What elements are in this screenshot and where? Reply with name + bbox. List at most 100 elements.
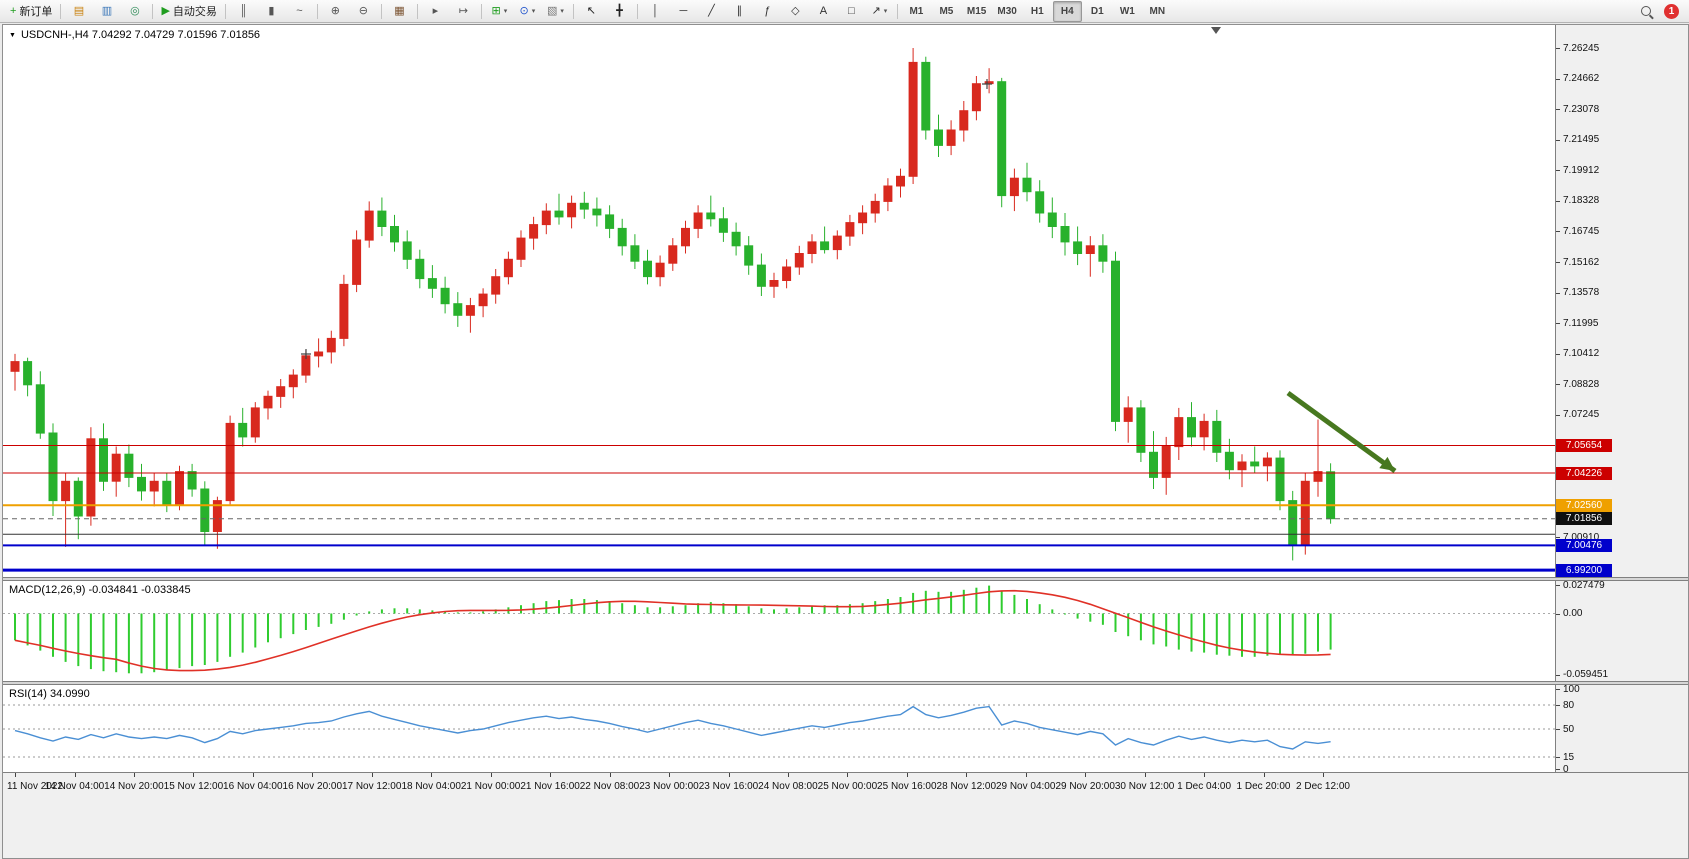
market-watch-button[interactable]: ▤ — [65, 1, 92, 22]
time-tick — [133, 773, 135, 777]
time-label: 29 Nov 04:00 — [995, 781, 1056, 792]
new-order-button-label: 新订单 — [19, 6, 53, 18]
horizontal-line-icon: ─ — [679, 4, 688, 17]
arrows-button[interactable]: ↗ ▾ — [866, 1, 893, 22]
timeframe-h4-button[interactable]: H4 — [1052, 0, 1082, 22]
navigator-button[interactable]: ◎ — [121, 1, 148, 22]
scale-tick — [1556, 537, 1560, 538]
data-window-icon: ▥ — [101, 4, 113, 17]
templates-button[interactable]: ▧ ▾ — [542, 1, 569, 22]
candlestick-chart-button[interactable]: ▮ — [258, 1, 285, 22]
market-watch-icon: ▤ — [73, 4, 85, 17]
zoom-out-icon: ⊖ — [358, 4, 369, 17]
scale-tick — [1556, 262, 1560, 263]
chart-shift-button[interactable]: ↦ — [450, 1, 477, 22]
scale-tick — [1556, 170, 1560, 172]
macd-chart[interactable] — [3, 581, 1555, 681]
panel-separator-rsi[interactable] — [3, 681, 1688, 685]
panel-separator-macd[interactable] — [3, 577, 1688, 581]
dropdown-caret-icon: ▾ — [531, 8, 536, 15]
scale-tick — [1556, 48, 1560, 50]
rsi-chart[interactable] — [3, 685, 1555, 772]
time-tick — [669, 773, 670, 777]
scale-tick — [1556, 729, 1560, 730]
rsi-panel[interactable]: RSI(14) 34.0990 — [3, 685, 1555, 772]
time-tick — [252, 773, 254, 777]
tile-windows-button[interactable]: ▦ — [386, 1, 413, 22]
vertical-line-button[interactable]: │ — [642, 1, 669, 22]
trendline-button[interactable]: ╱ — [698, 1, 725, 22]
scale-tick — [1556, 353, 1560, 355]
new-chart-button[interactable]: ⊞ ▾ — [486, 1, 513, 22]
zoom-out-button[interactable]: ⊖ — [350, 1, 377, 22]
chart-title: ▼ USDCNH-,H4 7.04292 7.04729 7.01596 7.0… — [9, 29, 260, 41]
price-scale-label: 7.16745 — [1563, 225, 1600, 237]
profiles-button[interactable]: ⊙ ▾ — [514, 1, 541, 22]
macd-scale-label: 0.00 — [1563, 608, 1583, 619]
scale-tick — [1556, 705, 1560, 706]
trendline-icon: ╱ — [708, 4, 715, 17]
line-chart-button[interactable]: ~ — [286, 1, 313, 22]
toolbar-separator — [316, 3, 318, 19]
collapse-icon[interactable]: ▼ — [9, 31, 16, 39]
time-tick — [550, 773, 552, 777]
candlestick-chart[interactable] — [3, 25, 1555, 577]
rsi-scale-label: 15 — [1563, 751, 1575, 763]
auto-scroll-icon: ▸ — [432, 4, 439, 17]
arrows-icon: ↗ — [871, 4, 881, 17]
time-tick — [1144, 773, 1146, 777]
horizontal-line-button[interactable]: ─ — [670, 1, 697, 22]
tile-windows-icon: ▦ — [394, 4, 405, 17]
price-scale-label: 7.00910 — [1563, 531, 1600, 543]
shapes-button[interactable]: ◇ — [782, 1, 809, 22]
autotrading-button[interactable]: ▶ 自动交易 — [157, 1, 220, 22]
toolbar-separator — [152, 3, 154, 19]
time-label: 16 Nov 04:00 — [223, 781, 283, 792]
time-label: 14 Nov 20:00 — [104, 781, 164, 792]
text-button[interactable]: A — [810, 1, 837, 22]
cursor-button[interactable]: ↖ — [578, 1, 605, 22]
timeframe-m30-button[interactable]: M30 — [997, 5, 1017, 17]
time-label: 29 Nov 20:00 — [1055, 781, 1115, 792]
timeframe-w1-button[interactable]: W1 — [1119, 5, 1135, 17]
time-tick — [371, 773, 373, 777]
timeframe-h1-button[interactable]: H1 — [1030, 5, 1044, 17]
zoom-in-button[interactable]: ⊕ — [322, 1, 349, 22]
time-tick — [1263, 773, 1265, 777]
time-tick — [728, 773, 730, 777]
notification-badge[interactable]: 1 — [1664, 3, 1679, 19]
time-label: 25 Nov 00:00 — [817, 781, 878, 792]
price-chart-panel[interactable]: ▼ USDCNH-,H4 7.04292 7.04729 7.01596 7.0… — [3, 25, 1555, 577]
bar-chart-button[interactable]: ║ — [230, 1, 257, 22]
timeframe-d1-button[interactable]: D1 — [1090, 5, 1104, 17]
auto-scroll-button[interactable]: ▸ — [422, 1, 449, 22]
search-icon — [1640, 6, 1651, 16]
price-scale-label: 7.15162 — [1563, 256, 1600, 268]
new-order-icon: + — [10, 4, 17, 17]
timeframe-m5-button[interactable]: M5 — [939, 5, 954, 17]
scale-tick — [1556, 384, 1560, 386]
time-tick — [1085, 773, 1087, 777]
new-chart-icon: ⊞ — [491, 4, 501, 17]
new-order-button[interactable]: + 新订单 — [6, 1, 56, 22]
time-axis[interactable]: 11 Nov 2022 14 Nov 04:00 14 Nov 20:00 15 No… — [3, 772, 1688, 805]
fibonacci-button[interactable]: ƒ — [754, 1, 781, 22]
channel-button[interactable]: ∥ — [726, 1, 753, 22]
timeframe-m1-button[interactable]: M1 — [909, 5, 924, 17]
fibonacci-icon: ƒ — [764, 4, 771, 17]
timeframe-m15-button[interactable]: M15 — [966, 5, 987, 17]
data-window-button[interactable]: ▥ — [93, 1, 120, 22]
dropdown-caret-icon: ▾ — [883, 8, 888, 15]
chart-window: ▼ USDCNH-,H4 7.04292 7.04729 7.01596 7.0… — [2, 24, 1689, 859]
timeframe-mn-button[interactable]: MN — [1149, 5, 1166, 17]
cursor-icon: ↖ — [586, 4, 597, 17]
price-scale[interactable]: 7.26245 7.24662 7.23078 7.21495 7.19912 7.183… — [1555, 25, 1689, 775]
zoom-in-icon: ⊕ — [330, 4, 341, 17]
search-button[interactable] — [1632, 1, 1659, 22]
crosshair-button[interactable]: ╋ — [606, 1, 633, 22]
macd-panel[interactable]: MACD(12,26,9) -0.034841 -0.033845 — [3, 581, 1555, 681]
time-label: 2 Dec 12:00 — [1296, 781, 1350, 792]
text-label-button[interactable]: □ — [838, 1, 865, 22]
time-tick — [1025, 773, 1027, 777]
